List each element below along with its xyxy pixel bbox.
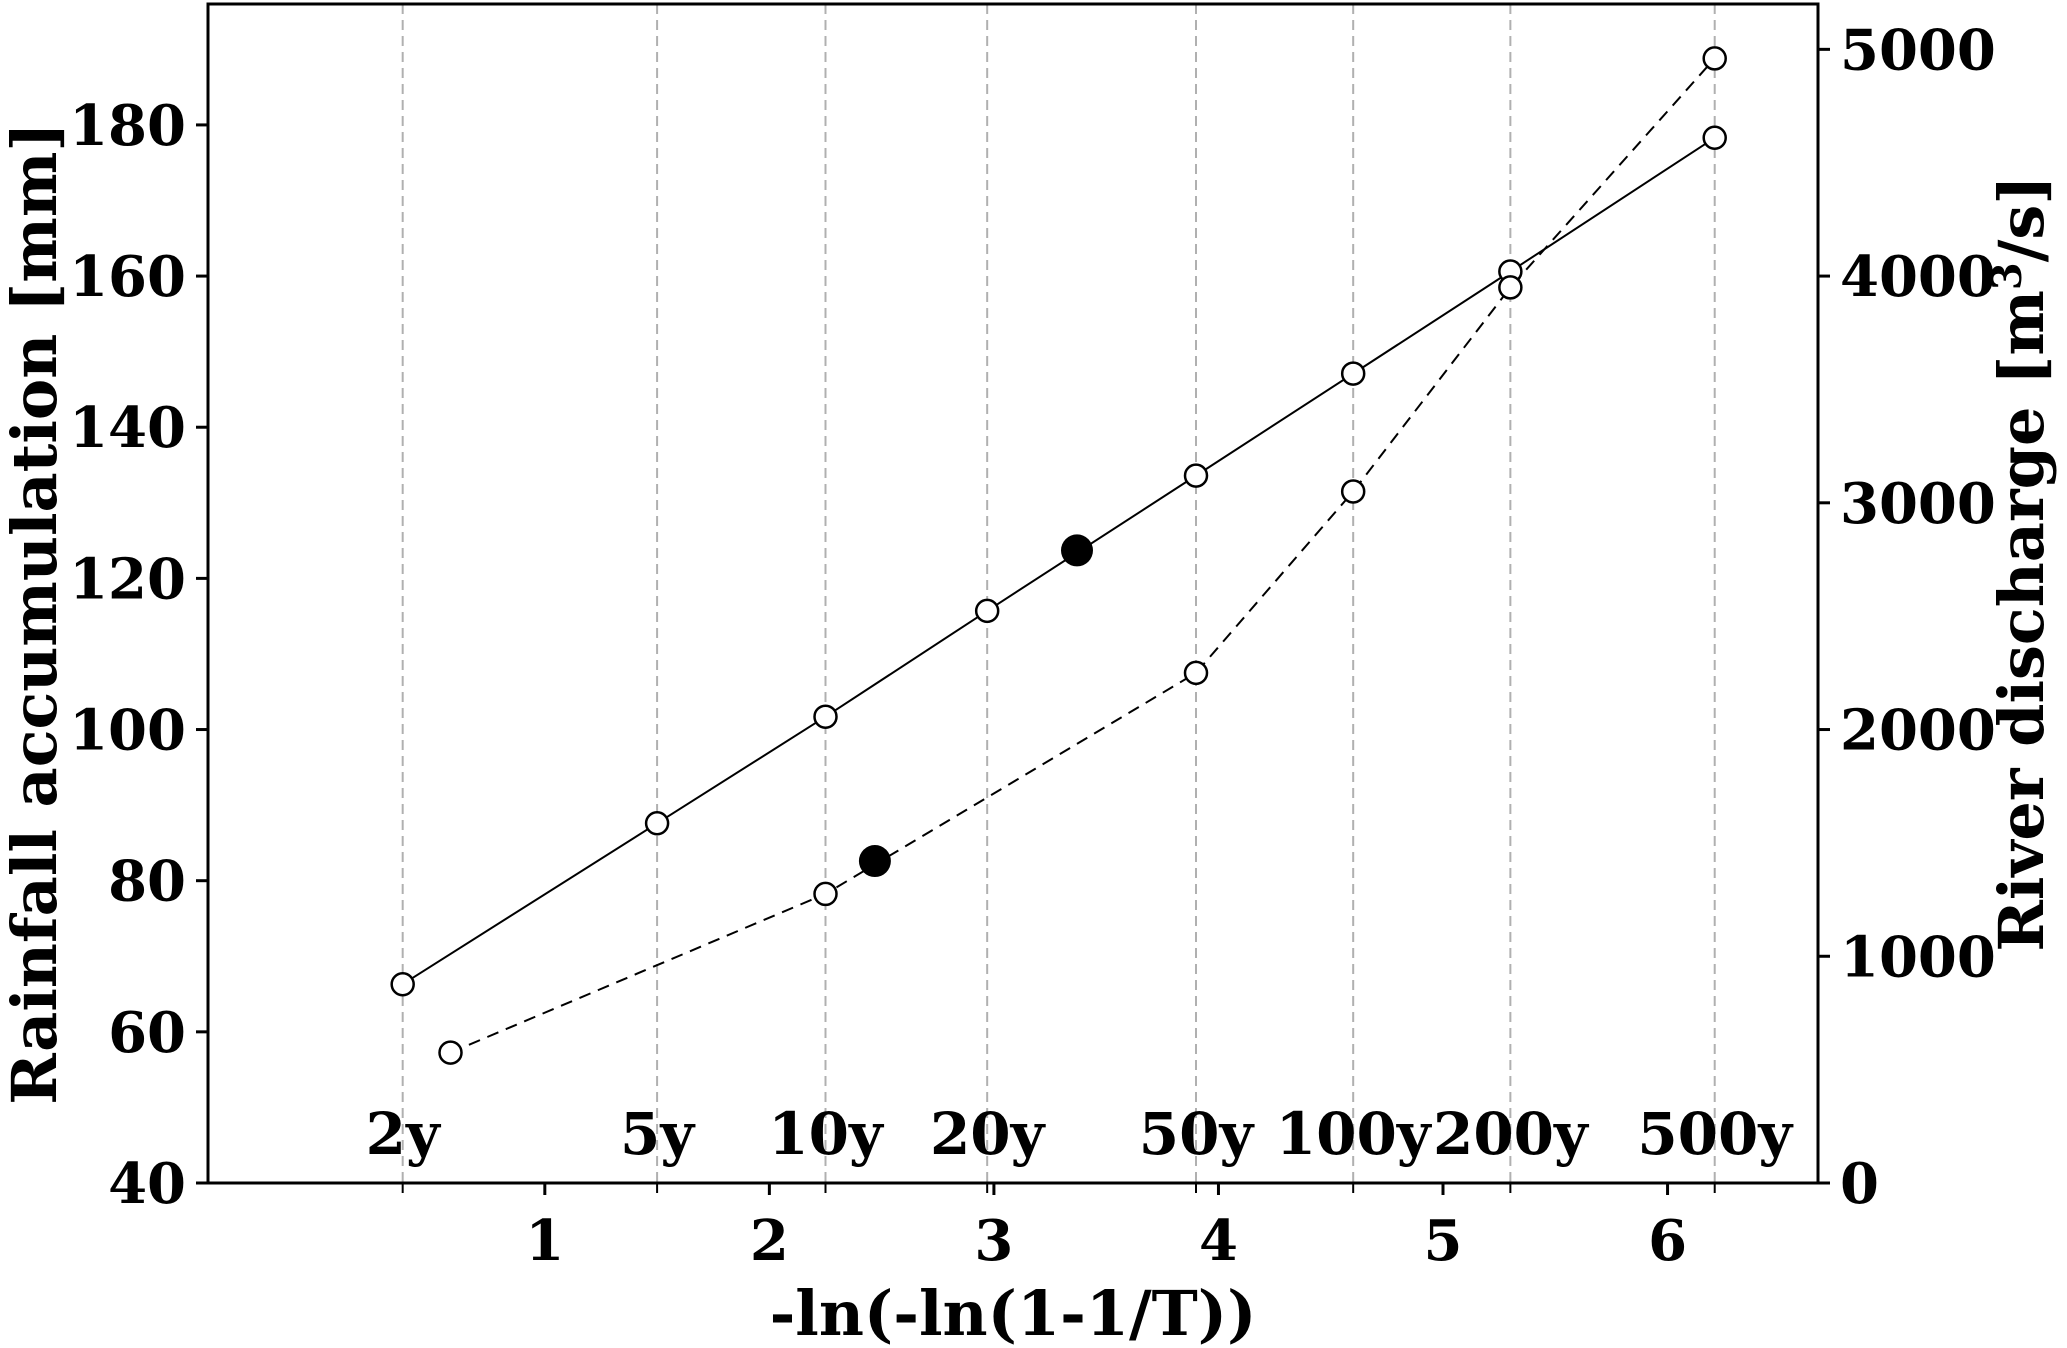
x-axis-ticks: 1 2 3 4 5 6: [525, 1183, 1687, 1274]
left-y-tick-label: 60: [108, 1000, 186, 1066]
right-y-axis-label-suffix: /s]: [1985, 175, 2058, 262]
right-y-tick-label: 4000: [1840, 244, 1996, 310]
data-point: [813, 881, 838, 907]
left-y-axis-label: Rainfall accumulation [mm]: [0, 122, 71, 1105]
return-period-label: 50y: [1139, 1100, 1256, 1168]
data-point: [1340, 361, 1366, 386]
left-y-tick-label: 140: [69, 395, 186, 461]
data-point: [1702, 125, 1727, 151]
x-tick-label: 6: [1648, 1208, 1687, 1274]
left-y-tick-label: 40: [108, 1151, 186, 1217]
x-tick-label: 4: [1199, 1208, 1238, 1274]
data-point: [1183, 660, 1209, 686]
right-y-axis-label-prefix: River discharge [m: [1985, 290, 2058, 952]
return-period-label: 20y: [930, 1100, 1047, 1168]
right-y-tick-label: 3000: [1840, 471, 1996, 537]
data-point: [974, 598, 1000, 624]
left-y-axis-ticks: 40 60 80 100 120 140 160 180: [69, 93, 208, 1217]
data-point: [1340, 479, 1366, 504]
grid-lines: [401, 4, 1716, 1193]
x-tick-label: 5: [1424, 1208, 1463, 1274]
right-y-tick-label: 2000: [1840, 698, 1996, 764]
data-point: [390, 971, 415, 997]
return-period-label: 500y: [1637, 1100, 1794, 1168]
data-point: [1498, 275, 1523, 300]
data-point: [1183, 463, 1209, 488]
left-y-tick-label: 180: [69, 93, 186, 159]
plot-frame: [206, 2, 1820, 1185]
return-period-labels: 2y 5y 10y 20y 50y 100y 200y 500y: [366, 1100, 1795, 1168]
left-y-tick-label: 100: [69, 698, 186, 764]
data-point: [1702, 46, 1727, 71]
right-y-tick-label: 1000: [1840, 924, 1996, 990]
right-y-axis-label: River discharge [m3/s]: [1984, 175, 2058, 951]
right-y-tick-label: 0: [1840, 1151, 1879, 1217]
return-period-label: 10y: [768, 1100, 885, 1168]
left-y-tick-label: 160: [69, 244, 186, 310]
return-period-label: 2y: [366, 1100, 442, 1168]
left-y-tick-label: 120: [69, 546, 186, 612]
return-period-label: 5y: [620, 1100, 696, 1168]
right-y-axis-ticks: 0 1000 2000 3000 4000 5000: [1818, 17, 1996, 1217]
return-period-label: 100y: [1276, 1100, 1433, 1168]
x-tick-label: 3: [974, 1208, 1013, 1274]
data-point: [644, 811, 670, 836]
data-series: [390, 46, 1727, 1065]
highlight-point: [858, 845, 891, 878]
data-point: [438, 1040, 463, 1065]
series-line-right: [450, 57, 1716, 1054]
return-period-label: 200y: [1433, 1100, 1590, 1168]
x-tick-label: 2: [750, 1208, 789, 1274]
x-axis-label: -ln(-ln(1-1/T)): [770, 1277, 1257, 1348]
left-y-tick-label: 80: [108, 849, 186, 915]
right-y-tick-label: 5000: [1840, 17, 1996, 83]
data-point: [813, 704, 838, 729]
series-line-left: [402, 136, 1716, 986]
x-tick-label: 1: [525, 1208, 564, 1274]
highlight-point: [1060, 534, 1093, 567]
right-y-axis-label-superscript: 3: [1984, 262, 2031, 290]
